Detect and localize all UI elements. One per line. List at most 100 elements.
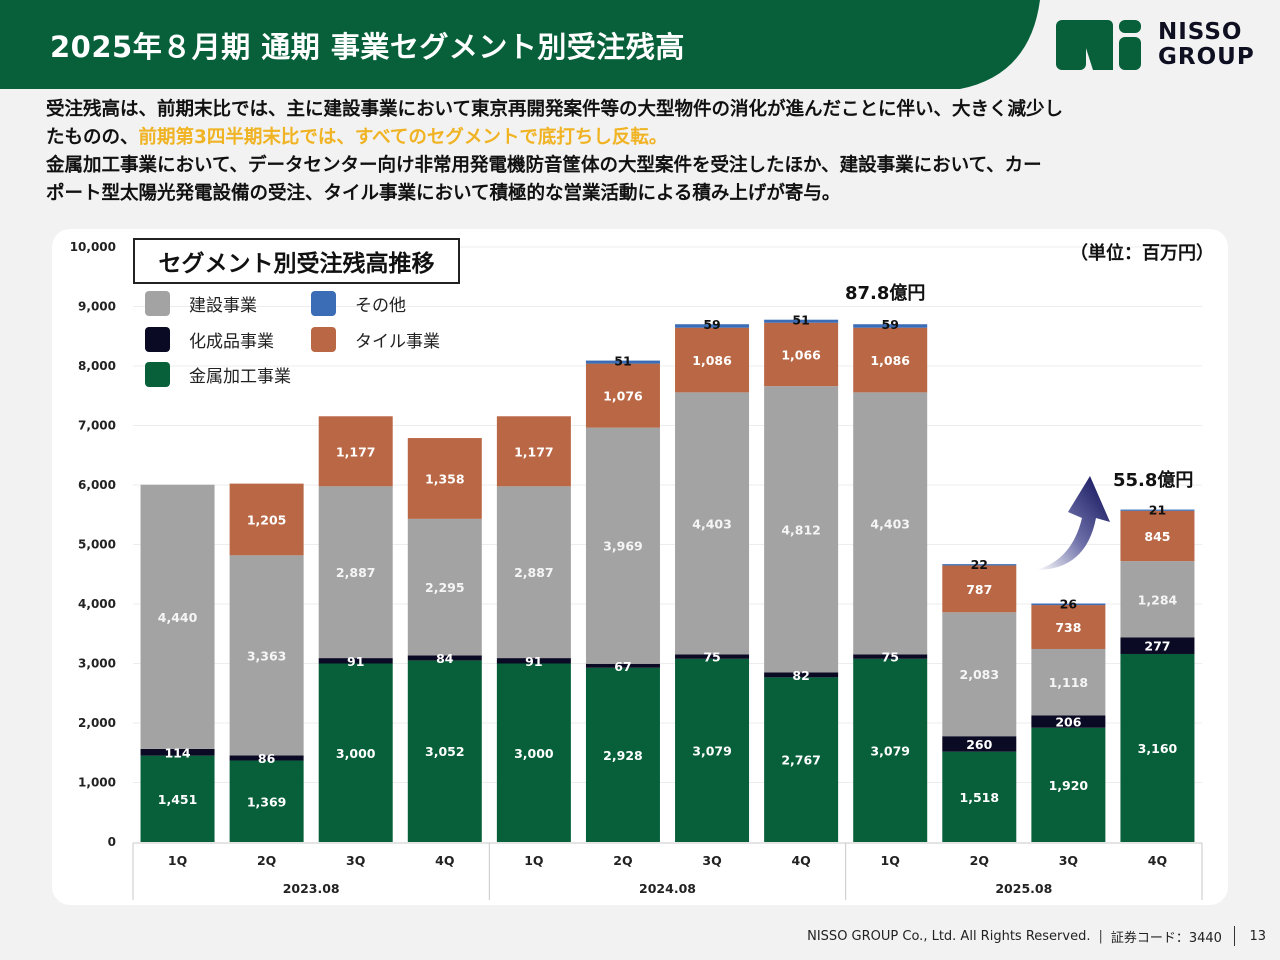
data-label-construction: 1,118 [1049, 675, 1089, 690]
footer-divider [1233, 926, 1236, 946]
legend-label-other: その他 [355, 296, 406, 316]
bar-segment-other [1031, 603, 1106, 606]
bar-segment-construction [1120, 561, 1195, 638]
x-tick-label: 3Q [1059, 853, 1078, 868]
bar-segment-construction [1031, 648, 1106, 716]
bar-segment-tile [585, 363, 660, 428]
data-label-chemical: 277 [1144, 639, 1170, 654]
data-label-metal: 1,451 [158, 792, 198, 807]
bar-segment-construction [318, 486, 393, 659]
data-label-tile: 1,076 [603, 389, 643, 404]
legend-label-tile: タイル事業 [355, 332, 440, 352]
bars-layer [140, 319, 1195, 842]
bar-segment-tile [496, 416, 571, 487]
y-tick-label: 10,000 [70, 240, 116, 254]
data-label-chemical: 206 [1055, 715, 1081, 730]
bar-segment-chemical [1031, 715, 1106, 728]
bar-segment-metal [1120, 653, 1195, 842]
bar-segment-metal [942, 751, 1017, 842]
y-tick-label: 1,000 [78, 776, 116, 790]
y-tick-label: 0 [108, 835, 116, 849]
bar-segment-metal [496, 663, 571, 842]
data-label-tile: 845 [1144, 529, 1170, 544]
data-label-other: 22 [971, 557, 988, 572]
summary-line-2: たものの、前期第3四半期末比では、すべてのセグメントで底打ちし反転。 [46, 124, 1246, 152]
summary-line-3: 金属加工事業において、データセンター向け非常用発電機防音筐体の大型案件を受注した… [46, 155, 1042, 176]
labels-layer: 1,451 114 4,440 1,369 86 3,363 1,205 3,000 91 2,8… [158, 313, 1178, 810]
data-label-other: 51 [614, 354, 631, 369]
bar-segment-construction [764, 386, 839, 673]
legend-swatch-metal [145, 362, 170, 387]
data-label-chemical: 91 [347, 654, 364, 669]
legend-swatch-construction [145, 291, 170, 316]
x-tick-label: 4Q [791, 853, 810, 868]
bar-segment-construction [675, 392, 750, 655]
bar-segment-metal [407, 660, 482, 842]
x-tick-label: 1Q [524, 853, 543, 868]
bar-segment-chemical [585, 663, 660, 668]
data-label-other: 51 [792, 313, 809, 328]
legend-item-tile: タイル事業 [311, 327, 440, 352]
legend-swatch-other [311, 291, 336, 316]
data-label-chemical: 75 [703, 650, 720, 665]
legend-item-metal: 金属加工事業 [145, 362, 291, 387]
header-background [0, 0, 1040, 89]
bar-segment-chemical [318, 658, 393, 664]
summary-line-2-prefix: たものの、 [46, 127, 139, 148]
x-tick-label: 3Q [702, 853, 721, 868]
bar-segment-other [1120, 509, 1195, 511]
data-label-tile: 1,177 [336, 444, 376, 459]
legend-item-other: その他 [311, 291, 406, 316]
data-label-other: 21 [1149, 503, 1166, 518]
bar-segment-construction [942, 612, 1017, 737]
bar-segment-tile [1120, 510, 1195, 562]
callout-peak-total: 87.8億円 [845, 283, 926, 304]
x-group-label: 2023.08 [283, 881, 340, 896]
data-label-metal: 3,160 [1138, 741, 1178, 756]
footer-separator: | [1098, 928, 1103, 944]
bar-segment-chemical [853, 654, 928, 659]
data-label-tile: 1,358 [425, 471, 465, 486]
bar-segment-other [764, 319, 839, 323]
y-tick-label: 9,000 [78, 300, 116, 314]
bar-segment-chemical [1120, 637, 1195, 654]
data-label-tile: 1,086 [692, 353, 732, 368]
ni-logo-icon [1056, 20, 1141, 70]
x-group-label: 2024.08 [639, 881, 696, 896]
legend-label-chemical: 化成品事業 [189, 332, 274, 352]
data-label-other: 59 [882, 317, 899, 332]
data-label-metal: 2,928 [603, 748, 643, 763]
bar-segment-metal [675, 658, 750, 842]
bar-segment-other [942, 564, 1017, 566]
bar-segment-metal [229, 760, 304, 842]
x-tick-label: 1Q [881, 853, 900, 868]
bar-segment-metal [853, 658, 928, 842]
x-group-label: 2025.08 [995, 881, 1052, 896]
summary-text: 受注残高は、前期末比では、主に建設事業において東京再開発案件等の大型物件の消化が… [46, 96, 1246, 208]
bar-segment-chemical [942, 736, 1017, 752]
data-label-construction: 2,887 [336, 565, 376, 580]
bar-segment-tile [942, 565, 1017, 613]
legend-label-metal: 金属加工事業 [189, 367, 291, 387]
bar-segment-chemical [764, 672, 839, 678]
legend-item-chemical: 化成品事業 [145, 327, 274, 352]
data-label-construction: 2,887 [514, 565, 554, 580]
x-tick-label: 1Q [168, 853, 187, 868]
data-label-metal: 2,767 [781, 753, 821, 768]
data-label-construction: 3,969 [603, 539, 643, 554]
bar-segment-chemical [229, 755, 304, 761]
legend-label-construction: 建設事業 [189, 296, 257, 316]
bar-segment-tile [764, 322, 839, 387]
bar-segment-construction [407, 518, 482, 656]
data-label-tile: 738 [1055, 620, 1081, 635]
x-tick-label: 4Q [435, 853, 454, 868]
page-title: 2025年８月期 通期 事業セグメント別受注残高 [50, 30, 685, 64]
company-logo: NISSO GROUP [1055, 18, 1255, 72]
footer-stock-code: 証券コード：3440 [1110, 930, 1222, 946]
y-tick-label: 2,000 [78, 716, 116, 730]
data-label-metal: 3,052 [425, 744, 465, 759]
bar-segment-metal [585, 667, 660, 842]
data-label-construction: 1,284 [1138, 592, 1178, 607]
chart-title: セグメント別受注残高推移 [133, 238, 460, 284]
